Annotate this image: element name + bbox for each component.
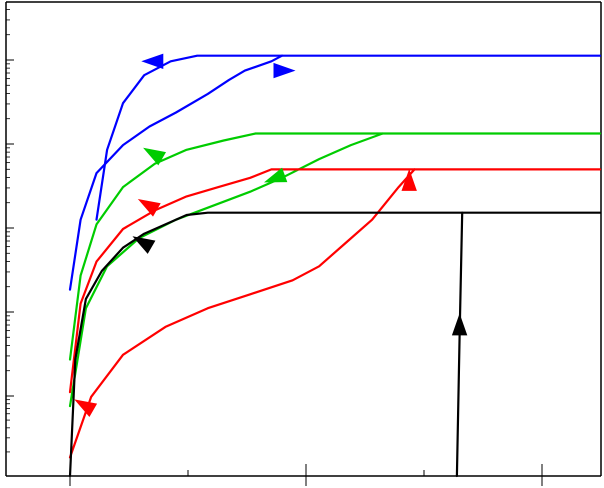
arrow-head (451, 313, 468, 336)
arrow-head (264, 167, 288, 183)
arrow-head (137, 198, 161, 217)
series-line-4 (68, 168, 602, 394)
series-layer (68, 54, 602, 478)
direction-arrow-5 (401, 168, 417, 191)
series-line-0 (95, 54, 602, 221)
series-line-1 (68, 54, 284, 291)
series-line-2 (68, 132, 602, 361)
arrow-head (273, 62, 296, 79)
series-line-5 (68, 168, 416, 459)
arrow-layer (74, 53, 468, 418)
arrow-head (132, 236, 156, 254)
direction-arrow-3 (264, 167, 288, 183)
direction-arrow-0 (141, 53, 164, 70)
direction-arrow-4 (137, 198, 161, 217)
direction-arrow-6 (74, 399, 98, 418)
direction-arrow-2 (143, 147, 167, 166)
arrow-head (141, 53, 164, 70)
direction-arrow-1 (273, 62, 296, 79)
series-line-7 (455, 211, 464, 478)
series-line-6 (68, 211, 602, 478)
series-line-3 (68, 132, 384, 408)
arrow-head (401, 168, 417, 191)
arrow-head (74, 399, 98, 418)
arrow-head (143, 147, 167, 166)
direction-arrow-7 (132, 236, 156, 254)
axes (5, 1, 602, 486)
direction-arrow-8 (451, 313, 468, 336)
